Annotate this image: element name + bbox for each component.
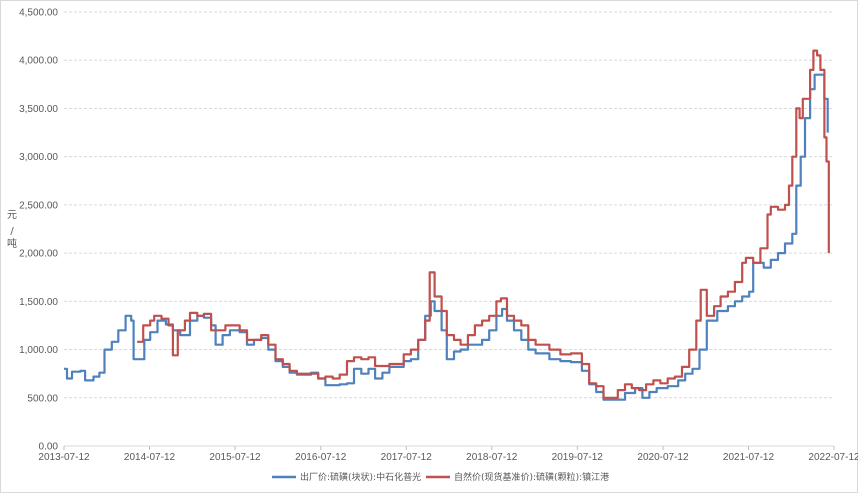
series-line-2 — [137, 49, 830, 399]
x-axis-ticks: 2013-07-12 2014-07-12 2015-07-12 2016-07-12… — [38, 446, 858, 463]
y-axis-label-char-2: / — [10, 226, 14, 237]
series-lines — [64, 49, 830, 401]
y-axis-ticks: 0.00 500.00 1,000.00 1,500.00 2,000.00 2,500.… — [19, 8, 58, 453]
x-tick-label: 2015-07-12 — [209, 452, 261, 463]
y-tick-label: 3,500.00 — [19, 104, 58, 115]
grid-lines — [64, 11, 834, 399]
x-tick-label: 2017-07-12 — [381, 452, 433, 463]
x-tick-label: 2016-07-12 — [295, 452, 347, 463]
x-tick-label: 2021-07-12 — [723, 452, 775, 463]
y-tick-label: 0.00 — [39, 442, 59, 453]
x-tick-label: 2020-07-12 — [637, 452, 689, 463]
y-tick-label: 500.00 — [27, 393, 58, 404]
x-tick-label: 2018-07-12 — [466, 452, 518, 463]
y-tick-label: 1,000.00 — [19, 345, 58, 356]
y-tick-label: 2,000.00 — [19, 249, 58, 260]
y-tick-label: 4,500.00 — [19, 8, 58, 19]
y-tick-label: 4,000.00 — [19, 56, 58, 67]
y-axis-label-char-3: 吨 — [7, 237, 17, 250]
y-tick-label: 1,500.00 — [19, 297, 58, 308]
y-axis-label-char-1: 元 — [7, 210, 17, 221]
x-tick-label: 2022-07-12 — [808, 452, 858, 463]
legend-label-2: 自然价(现货基准价):硫磺(颗粒):镇江港 — [454, 471, 609, 483]
x-tick-label: 2014-07-12 — [124, 452, 176, 463]
y-tick-label: 3,000.00 — [19, 152, 58, 163]
x-tick-label: 2019-07-12 — [552, 452, 604, 463]
x-tick-label: 2013-07-12 — [38, 452, 90, 463]
legend-label-1: 出厂价:硫磺(块状):中石化普光 — [300, 471, 421, 483]
legend: 出厂价:硫磺(块状):中石化普光 自然价(现货基准价):硫磺(颗粒):镇江港 — [272, 471, 609, 483]
y-tick-label: 2,500.00 — [19, 200, 58, 211]
